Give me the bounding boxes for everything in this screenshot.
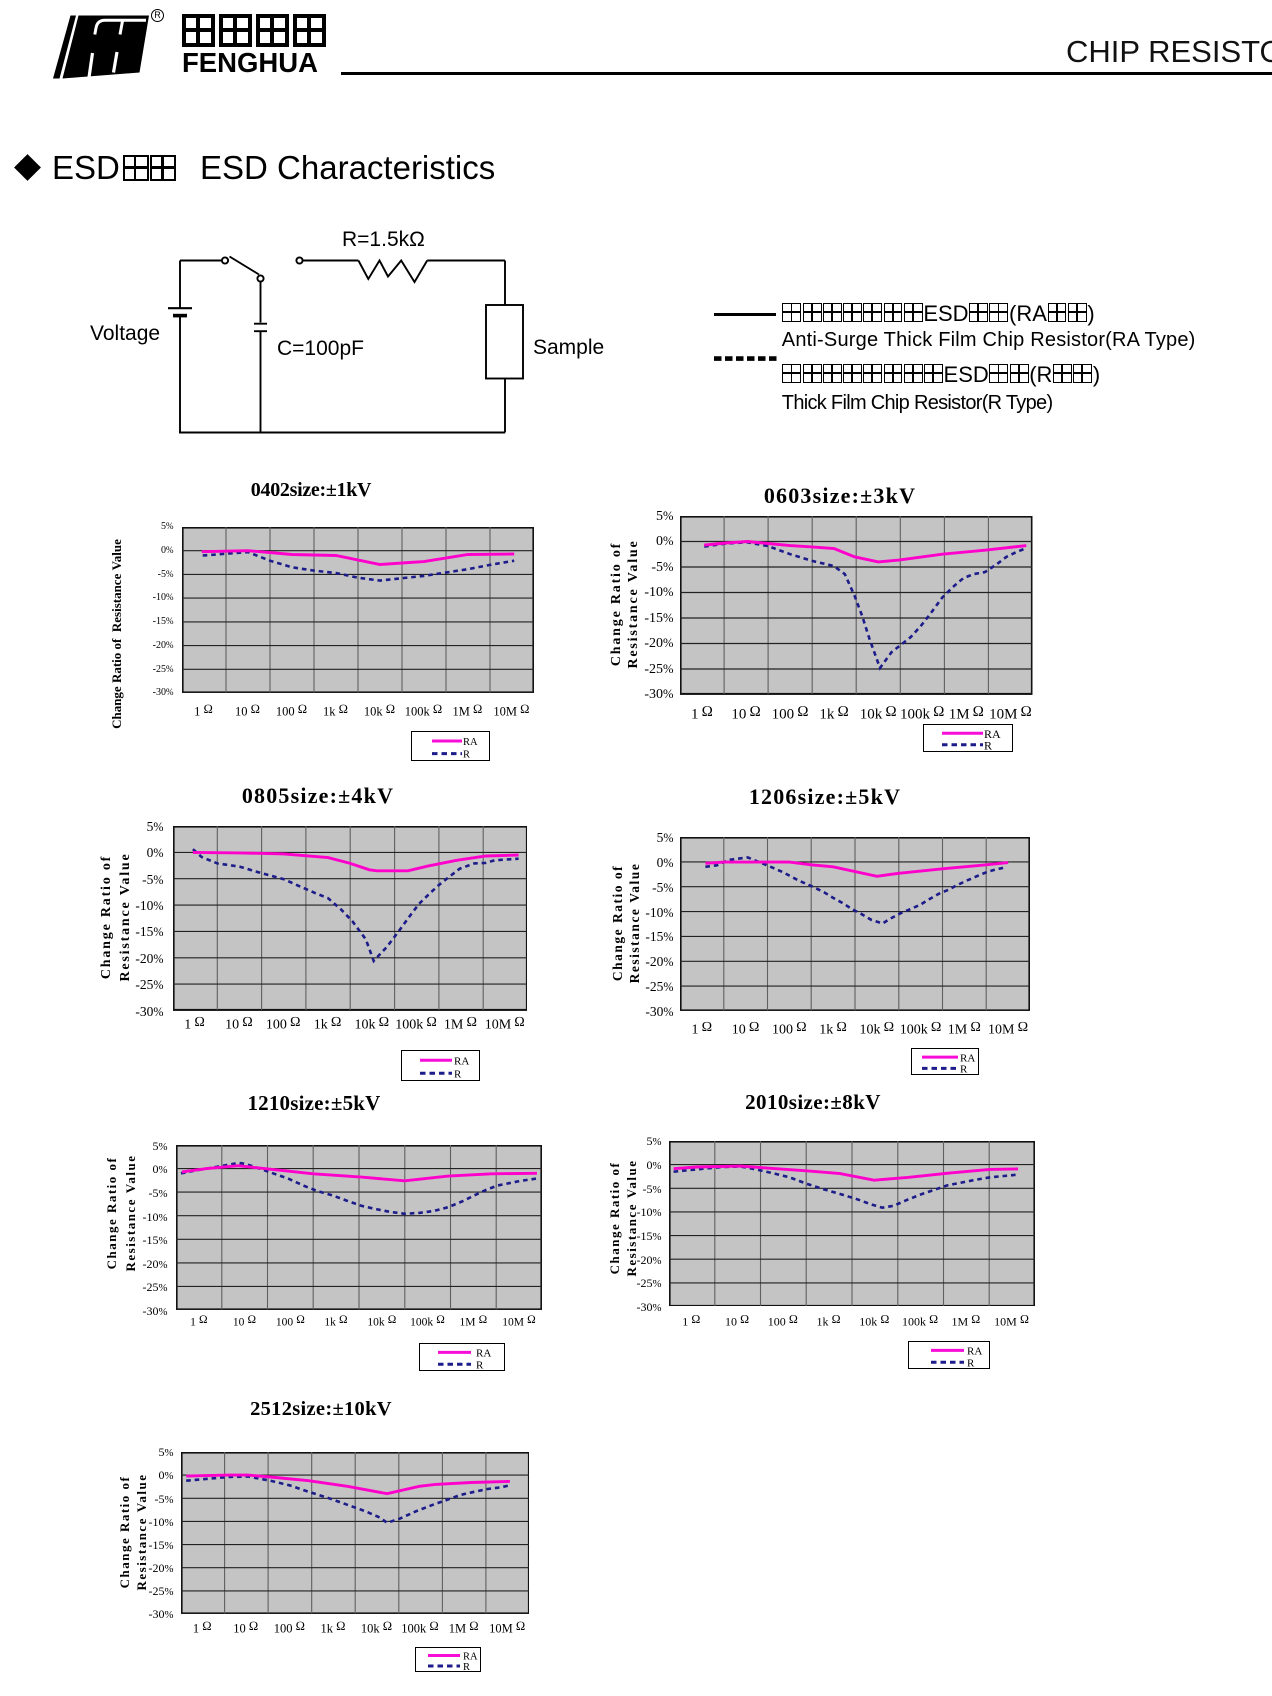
svg-text:R: R <box>984 738 992 750</box>
svg-text:RA: RA <box>984 727 1001 741</box>
svg-text:R: R <box>454 1069 462 1081</box>
svg-text:R: R <box>463 750 470 760</box>
svg-text:RA: RA <box>463 1652 478 1663</box>
svg-text:RA: RA <box>967 1345 982 1357</box>
svg-text:R: R <box>476 1359 484 1370</box>
svg-text:R: R <box>967 1357 975 1368</box>
svg-text:RA: RA <box>960 1052 975 1064</box>
svg-text:RA: RA <box>476 1348 491 1360</box>
svg-text:RA: RA <box>463 737 478 748</box>
svg-text:R: R <box>960 1064 968 1074</box>
svg-text:R: R <box>463 1662 470 1671</box>
svg-text:RA: RA <box>454 1056 469 1068</box>
